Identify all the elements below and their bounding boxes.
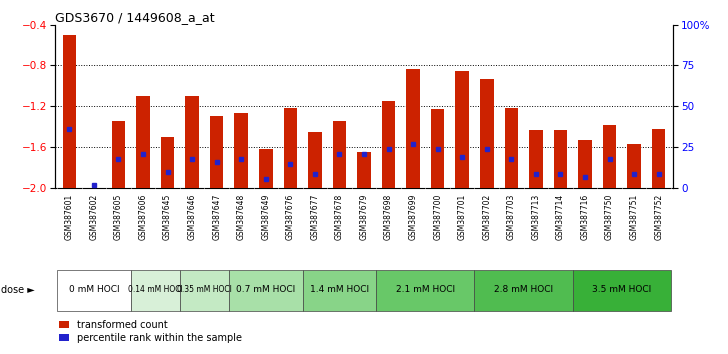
Bar	[529, 130, 542, 188]
Text: 0.14 mM HOCl: 0.14 mM HOCl	[128, 285, 183, 294]
Bar	[652, 129, 665, 188]
Text: GSM387601: GSM387601	[65, 194, 74, 240]
Text: GSM387605: GSM387605	[114, 194, 123, 240]
Bar	[505, 108, 518, 188]
Bar	[603, 125, 617, 188]
Bar	[333, 121, 347, 188]
Text: GSM387751: GSM387751	[630, 194, 638, 240]
Bar	[57, 270, 131, 311]
Text: GSM387676: GSM387676	[286, 194, 295, 240]
Text: 2.1 mM HOCl: 2.1 mM HOCl	[396, 285, 455, 294]
Text: 0.35 mM HOCl: 0.35 mM HOCl	[177, 285, 232, 294]
Bar	[475, 270, 573, 311]
Bar	[234, 113, 248, 188]
Text: GSM387700: GSM387700	[433, 194, 442, 240]
Text: dose ►: dose ►	[1, 285, 35, 295]
Text: GSM387678: GSM387678	[335, 194, 344, 240]
Text: GSM387645: GSM387645	[163, 194, 172, 240]
Text: GSM387701: GSM387701	[458, 194, 467, 240]
Text: GSM387646: GSM387646	[188, 194, 197, 240]
Bar	[628, 144, 641, 188]
Text: GSM387679: GSM387679	[360, 194, 368, 240]
Bar	[431, 109, 444, 188]
Text: GSM387752: GSM387752	[654, 194, 663, 240]
Bar	[161, 137, 174, 188]
Bar	[406, 69, 420, 188]
Bar	[573, 270, 671, 311]
Text: GSM387649: GSM387649	[261, 194, 270, 240]
Text: GSM387647: GSM387647	[212, 194, 221, 240]
Text: GSM387606: GSM387606	[138, 194, 148, 240]
Text: 1.4 mM HOCl: 1.4 mM HOCl	[310, 285, 369, 294]
Text: 0 mM HOCl: 0 mM HOCl	[68, 285, 119, 294]
Bar	[554, 130, 567, 188]
Bar	[578, 140, 592, 188]
Bar	[131, 270, 180, 311]
Bar	[381, 101, 395, 188]
Text: GDS3670 / 1449608_a_at: GDS3670 / 1449608_a_at	[55, 11, 214, 24]
Bar	[210, 116, 223, 188]
Text: GSM387716: GSM387716	[580, 194, 590, 240]
Bar	[303, 270, 376, 311]
Text: GSM387750: GSM387750	[605, 194, 614, 240]
Legend: transformed count, percentile rank within the sample: transformed count, percentile rank withi…	[60, 320, 242, 343]
Text: GSM387699: GSM387699	[408, 194, 418, 240]
Bar	[376, 270, 475, 311]
Text: GSM387703: GSM387703	[507, 194, 516, 240]
Text: 3.5 mM HOCl: 3.5 mM HOCl	[592, 285, 652, 294]
Text: GSM387714: GSM387714	[556, 194, 565, 240]
Text: GSM387713: GSM387713	[531, 194, 540, 240]
Bar	[456, 70, 469, 188]
Bar	[186, 96, 199, 188]
Bar	[111, 121, 125, 188]
Text: 0.7 mM HOCl: 0.7 mM HOCl	[236, 285, 296, 294]
Bar	[136, 96, 150, 188]
Bar	[357, 152, 371, 188]
Text: GSM387702: GSM387702	[482, 194, 491, 240]
Text: GSM387648: GSM387648	[237, 194, 246, 240]
Text: GSM387602: GSM387602	[90, 194, 98, 240]
Text: GSM387698: GSM387698	[384, 194, 393, 240]
Bar	[180, 270, 229, 311]
Text: 2.8 mM HOCl: 2.8 mM HOCl	[494, 285, 553, 294]
Bar	[308, 132, 322, 188]
Bar	[480, 79, 494, 188]
Bar	[229, 270, 303, 311]
Bar	[259, 149, 272, 188]
Text: GSM387677: GSM387677	[310, 194, 320, 240]
Bar	[63, 35, 76, 188]
Bar	[284, 108, 297, 188]
